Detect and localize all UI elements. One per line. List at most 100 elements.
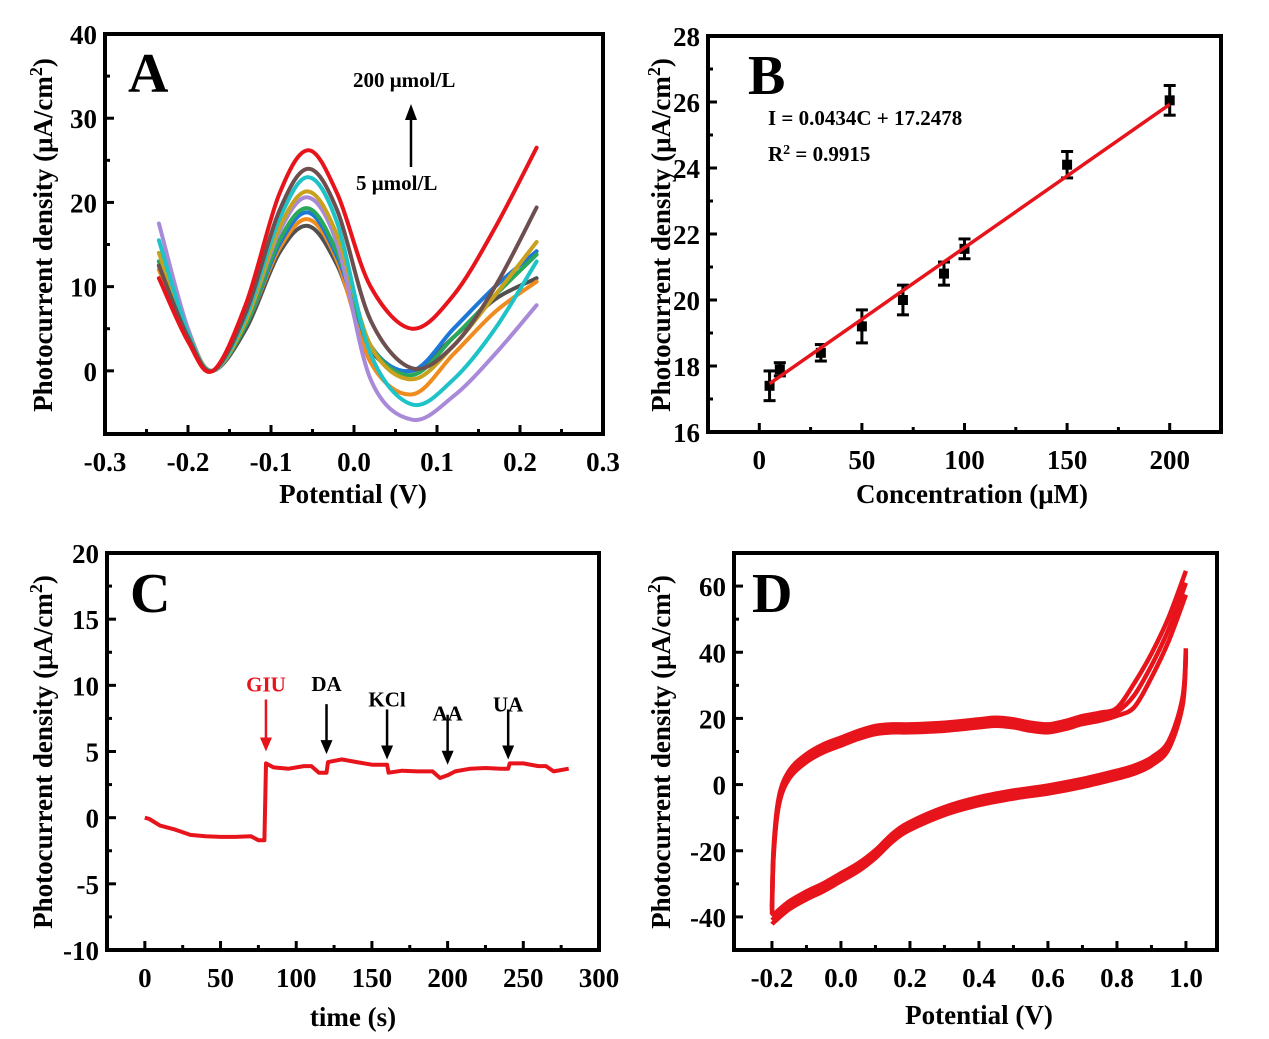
panel-a-x-tick-label: 0.2 <box>503 447 537 477</box>
panel-b-plot-area <box>763 84 1176 403</box>
panel-d-plot-area <box>769 570 1189 926</box>
panel-c-ticks: 0 50 100 150 200 250 300 -10 -5 0 5 10 15 20 <box>63 539 619 993</box>
panel-c-x-axis-title: time (s) <box>310 1002 396 1032</box>
panel-a-series-line <box>156 145 539 374</box>
panel-d-y-tick-label: -40 <box>690 903 726 933</box>
panel-d-cv-cathodic-sweep <box>770 656 1189 926</box>
panel-a-up-arrow-icon <box>405 104 417 167</box>
panel-c-marker-label: GIU <box>246 673 286 697</box>
panel-d-cv-anodic-sweep <box>769 582 1189 911</box>
panel-b-y-axis-title-text: Photocurrent density (μA/cm <box>646 76 676 412</box>
panel-a-y-tick-label: 0 <box>84 357 98 387</box>
panel-b-y-tick-label: 20 <box>673 286 700 316</box>
panel-a-y-axis-title-sup: 2 <box>26 67 46 76</box>
panel-c-frame <box>105 551 601 952</box>
panel-a-x-tick-label: 0.1 <box>420 447 454 477</box>
panel-c-marker-label: AA <box>432 702 463 726</box>
panel-b-data-point <box>938 268 949 279</box>
panel-c: GIU DA KCl AA UA 0 50 100 150 200 250 300 -10 -5 0 5 10… <box>26 539 619 1032</box>
panel-c-y-tick-label: 15 <box>72 605 99 635</box>
panel-c-marker-label: KCl <box>368 687 406 711</box>
panel-a-letter: A <box>128 43 169 105</box>
panel-a-frame <box>103 32 605 436</box>
panel-c-down-arrow-icon <box>441 750 454 765</box>
panel-b-y-axis-title-sup: 2 <box>644 67 664 76</box>
panel-d-cv-anodic-sweep <box>769 593 1189 915</box>
panel-c-y-tick-label: -10 <box>63 936 99 966</box>
panel-a-x-tick-label: 0.0 <box>337 447 371 477</box>
panel-b-data-point <box>764 380 775 391</box>
panel-b-x-tick-label: 200 <box>1149 445 1190 475</box>
panel-b-y-tick-label: 28 <box>673 22 700 52</box>
panel-c-x-tick-label: 150 <box>352 963 393 993</box>
panel-b-fit-line <box>768 102 1171 386</box>
panel-c-y-tick-label: 0 <box>86 804 100 834</box>
panel-d-y-axis-title-text: Photocurrent density (μA/cm <box>646 593 676 929</box>
panel-b-data-point <box>856 321 867 332</box>
panel-a-annotation-top: 200 μmol/L <box>353 68 455 92</box>
panel-d-y-tick-label: -20 <box>690 837 726 867</box>
panel-c-y-tick-label: 5 <box>86 738 100 768</box>
panel-c-current-trace <box>144 757 570 843</box>
panel-d-x-axis-title: Potential (V) <box>905 1000 1053 1030</box>
panel-c-x-tick-label: 300 <box>579 963 620 993</box>
panel-a-y-tick-label: 10 <box>70 273 97 303</box>
panel-b-data-point <box>774 364 785 375</box>
panel-a: -0.3 -0.2 -0.1 0.0 0.1 0.2 0.3 0 10 20 30 40 A 200 … <box>26 20 620 509</box>
panel-d-letter: D <box>752 563 792 625</box>
panel-a-y-tick-label: 40 <box>70 20 97 50</box>
panel-b-y-tick-label: 24 <box>673 154 700 184</box>
panel-c-y-tick-label: -5 <box>77 870 100 900</box>
panel-a-x-tick-label: -0.1 <box>250 447 293 477</box>
panel-a-y-axis-title-text: Photocurrent density (μA/cm <box>28 76 58 412</box>
panel-b-r-value: = 0.9915 <box>790 142 870 166</box>
panel-b-data-point <box>1062 159 1073 170</box>
panel-c-letter: C <box>130 563 170 625</box>
panel-c-y-tick-label: 20 <box>72 539 99 569</box>
panel-d-y-tick-label: 20 <box>699 704 726 734</box>
panel-a-plot-area <box>156 145 539 422</box>
panel-b-ticks: 0 50 100 150 200 16 18 20 22 24 26 28 <box>673 22 1190 475</box>
panel-a-x-tick-label: -0.2 <box>167 447 210 477</box>
panel-b-r-label: R <box>768 142 784 166</box>
panel-a-x-tick-label: -0.3 <box>84 447 127 477</box>
panel-d-y-axis-title-close: ) <box>646 575 676 584</box>
panel-c-y-axis-title-sup: 2 <box>26 584 46 593</box>
panel-c-plot-area: GIU DA KCl AA UA <box>144 672 570 843</box>
panel-c-down-arrow-icon <box>320 740 333 755</box>
panel-b-y-axis-title-close: ) <box>646 58 676 67</box>
panel-c-y-tick-label: 10 <box>72 671 99 701</box>
panel-d-y-axis-title: Photocurrent density (μA/cm2) <box>644 575 676 929</box>
panel-d-x-tick-label: 1.0 <box>1169 963 1203 993</box>
panel-b-y-tick-label: 16 <box>673 418 700 448</box>
panel-d-cv-anodic-sweep <box>769 570 1189 907</box>
panel-a-y-tick-label: 20 <box>70 188 97 218</box>
panel-c-x-tick-label: 0 <box>138 963 152 993</box>
panel-b-letter: B <box>748 45 785 107</box>
panel-c-down-arrow-icon <box>259 737 272 752</box>
panel-a-ticks: -0.3 -0.2 -0.1 0.0 0.1 0.2 0.3 0 10 20 30 40 <box>70 20 620 477</box>
panel-b-data-point <box>1164 95 1175 106</box>
panel-b-equation: I = 0.0434C + 17.2478 <box>768 106 962 130</box>
panel-b-y-tick-label: 22 <box>673 220 700 250</box>
panel-d-cv-cathodic-sweep <box>770 648 1189 918</box>
panel-b-x-tick-label: 100 <box>944 445 985 475</box>
panel-b-x-axis-title: Concentration (μM) <box>856 479 1088 509</box>
panel-b-y-tick-label: 18 <box>673 352 700 382</box>
panel-c-marker-label: DA <box>311 672 342 696</box>
panel-d-y-axis-title-sup: 2 <box>644 584 664 593</box>
panel-c-y-axis-title-close: ) <box>28 575 58 584</box>
panel-a-y-axis-title: Photocurrent density (μA/cm2) <box>26 58 58 412</box>
panel-c-x-tick-label: 250 <box>503 963 544 993</box>
panel-d-x-tick-label: 0.0 <box>824 963 858 993</box>
panel-c-down-arrow-icon <box>381 745 394 760</box>
panel-c-y-axis-title-text: Photocurrent density (μA/cm <box>28 593 58 929</box>
panel-c-x-tick-label: 50 <box>207 963 234 993</box>
panel-b-x-tick-label: 0 <box>753 445 767 475</box>
panel-a-x-tick-label: 0.3 <box>586 447 620 477</box>
panel-d-cv-cathodic-sweep <box>770 652 1189 922</box>
panel-d-x-tick-label: 0.6 <box>1031 963 1065 993</box>
panel-d-y-tick-label: 60 <box>699 572 726 602</box>
